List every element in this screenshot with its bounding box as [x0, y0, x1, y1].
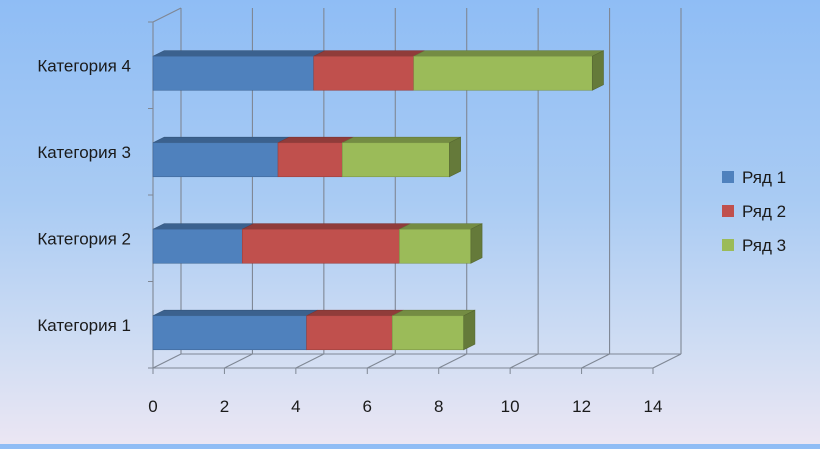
legend-swatch: [722, 239, 734, 251]
floor-gridline: [367, 353, 396, 369]
legend: Ряд 1 Ряд 2 Ряд 3: [722, 168, 786, 255]
floor-gridline: [581, 353, 610, 369]
bar-segment-top: [342, 136, 461, 144]
bar-segment-top: [152, 50, 326, 57]
legend-swatch: [722, 171, 734, 183]
bar-segment-top: [152, 223, 254, 230]
floor-gridline: [295, 353, 325, 369]
legend-swatch: [722, 205, 734, 217]
legend-label: Ряд 3: [742, 236, 786, 255]
wall-edge: [152, 7, 182, 23]
bar-segment-top: [152, 309, 318, 317]
bar-segment: [277, 142, 343, 178]
x-tick-label: 14: [644, 397, 663, 416]
bar-segment: [152, 142, 279, 178]
bar-end-face: [463, 309, 476, 351]
bar-segment-top: [392, 309, 476, 317]
floor-gridline: [509, 353, 539, 369]
x-tick-label: 0: [148, 397, 157, 416]
bar-segment: [152, 55, 315, 91]
bar-segment: [152, 228, 243, 264]
bar-segment: [306, 315, 393, 351]
x-tick-label: 8: [434, 397, 443, 416]
floor-gridline: [652, 353, 682, 369]
floor-gridline: [438, 353, 467, 369]
bar-segment-top: [413, 50, 604, 57]
category-label: Категория 4: [37, 56, 131, 75]
bar-segment: [341, 142, 450, 178]
bar-segment: [413, 55, 593, 91]
bar-segment-top: [152, 136, 290, 144]
bar-segment: [152, 315, 307, 351]
category-label: Категория 2: [37, 229, 131, 248]
bar-end-face: [591, 50, 604, 91]
legend-label: Ряд 1: [742, 168, 786, 187]
category-label: Категория 3: [37, 143, 131, 162]
bar-segment: [241, 228, 400, 264]
axis-labels: 0 2 4 6 8 10 12 14 Категория 4 Категория 3 Категор…: [37, 56, 662, 416]
bar-segment-top: [242, 223, 411, 230]
bar-segment-top: [306, 309, 404, 317]
x-tick-label: 12: [572, 397, 591, 416]
bar-end-face: [449, 136, 461, 178]
x-tick-label: 4: [291, 397, 300, 416]
category-label: Категория 1: [37, 316, 131, 335]
x-tick-label: 10: [501, 397, 520, 416]
bar-segment-top: [313, 50, 426, 57]
bar-segment: [313, 55, 415, 91]
bar-segment-top: [277, 136, 354, 144]
bar-segment: [391, 315, 465, 351]
bars: [152, 50, 604, 351]
x-tick-label: 2: [220, 397, 229, 416]
axes: [148, 7, 681, 374]
bar-segment: [399, 228, 472, 264]
floor-gridline: [152, 353, 182, 369]
bar-segment-top: [399, 223, 483, 230]
floor-gridline: [224, 353, 253, 369]
bar-end-face: [470, 223, 483, 264]
legend-label: Ряд 2: [742, 202, 786, 221]
x-tick-label: 6: [363, 397, 372, 416]
